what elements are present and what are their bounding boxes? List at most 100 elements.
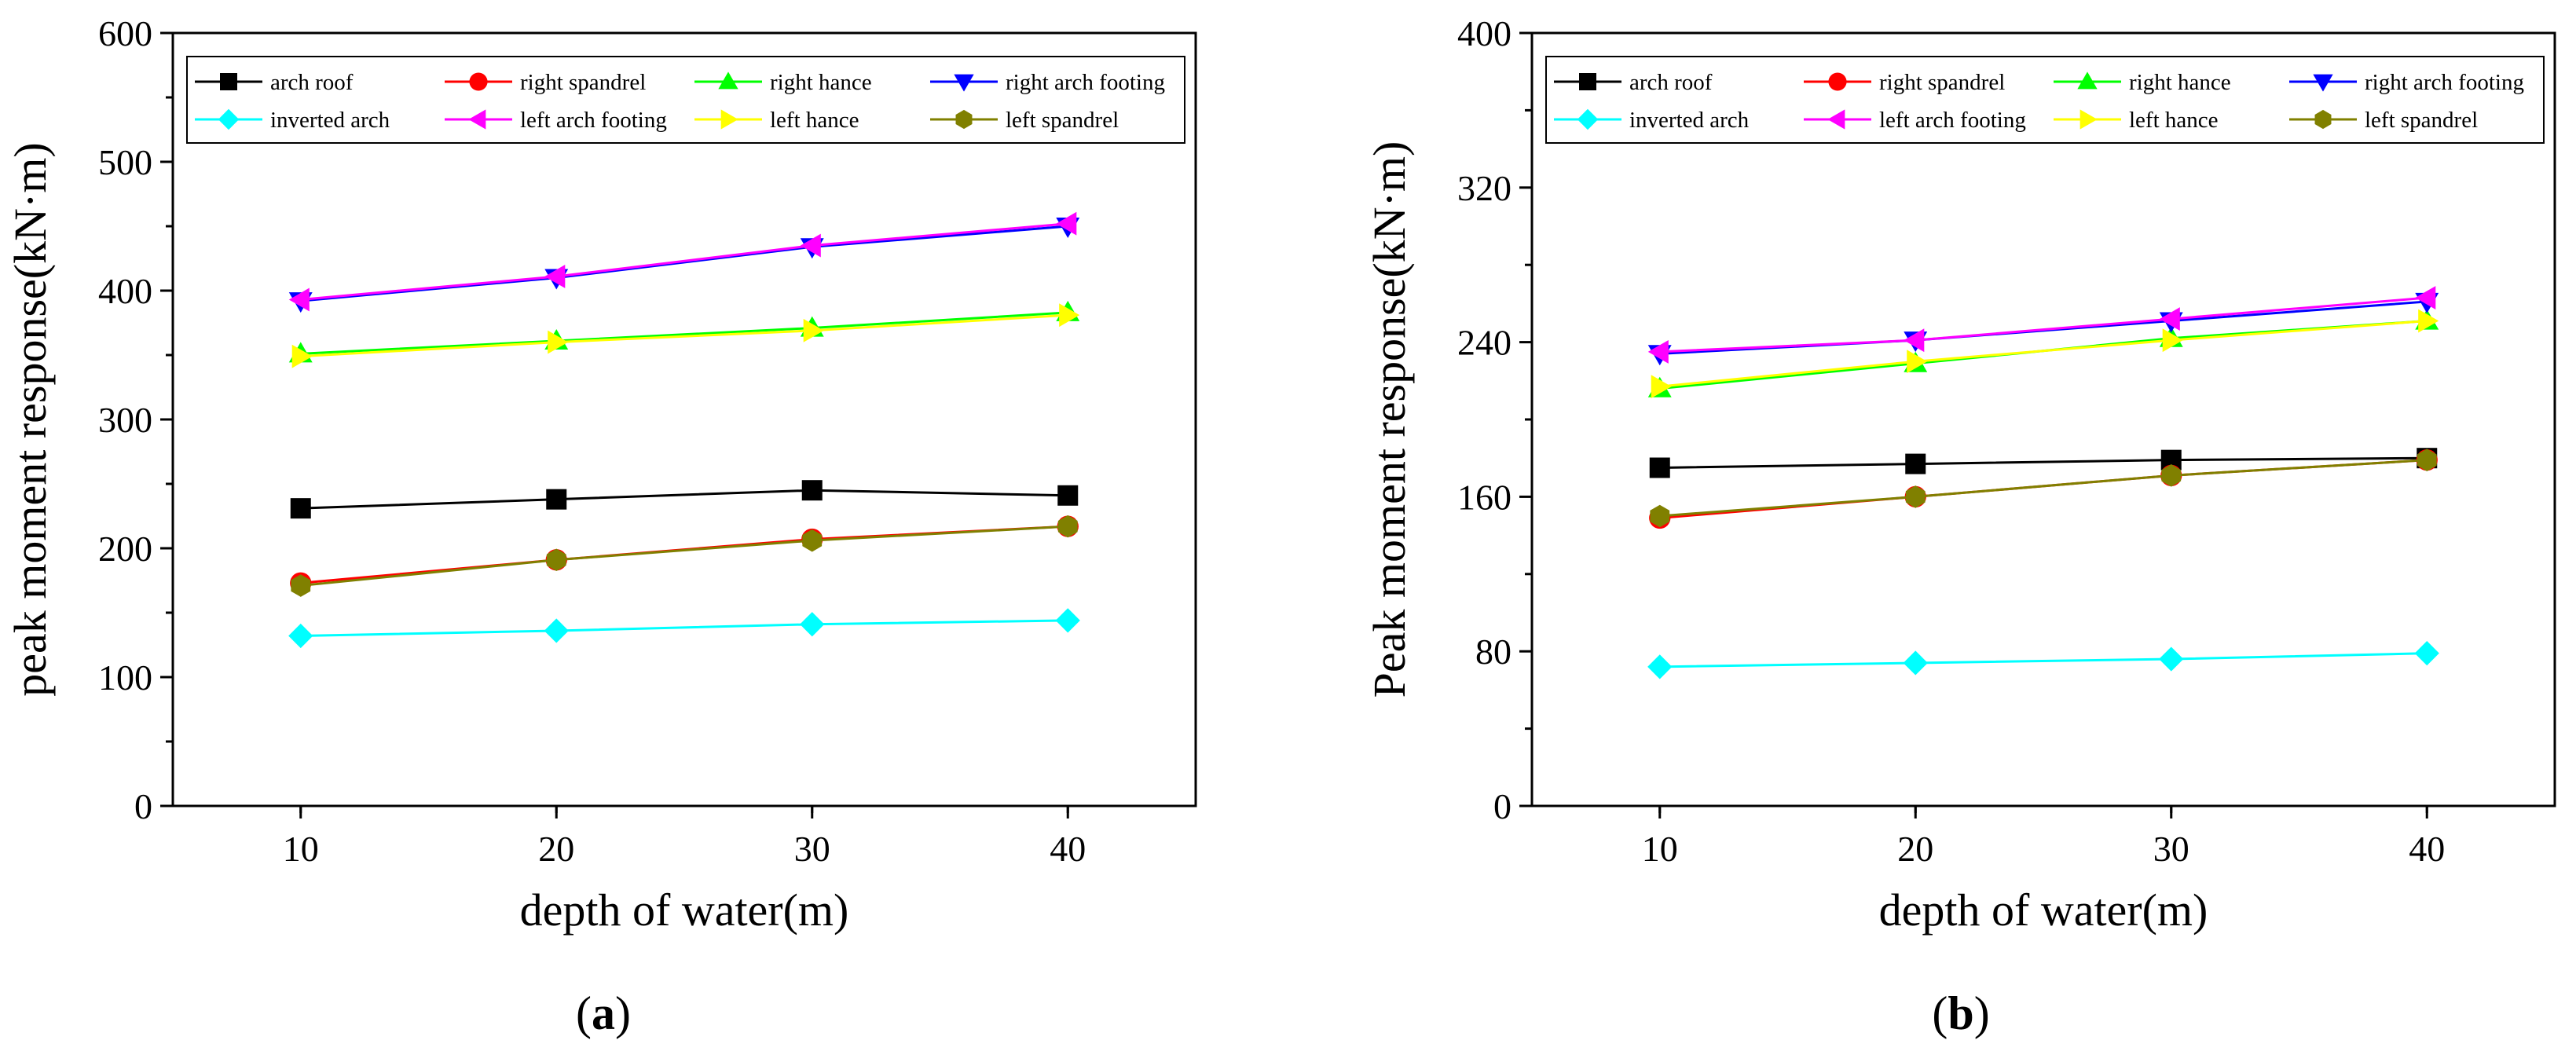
legend-item: arch roof bbox=[1554, 70, 1713, 95]
data-point bbox=[291, 344, 313, 368]
series-left-arch-footing bbox=[288, 211, 1077, 312]
series-line bbox=[300, 222, 1068, 301]
data-point bbox=[1057, 485, 1079, 506]
legend-label: left arch footing bbox=[1879, 108, 2026, 133]
y-axis-title: peak moment response(kN·m) bbox=[5, 142, 56, 696]
data-point bbox=[1647, 654, 1673, 679]
legend-label: right arch footing bbox=[1006, 70, 1165, 95]
legend-item: right hance bbox=[2054, 70, 2231, 95]
legend-label: left arch footing bbox=[520, 108, 667, 133]
y-tick-label: 240 bbox=[1457, 323, 1512, 363]
y-tick-label: 500 bbox=[98, 142, 152, 182]
legend-label: right arch footing bbox=[2365, 70, 2524, 95]
legend-item: left hance bbox=[694, 108, 859, 133]
plot-frame bbox=[171, 31, 1197, 807]
legend-label: right hance bbox=[770, 70, 872, 95]
legend-item: left spandrel bbox=[2289, 108, 2478, 133]
data-point bbox=[1907, 350, 1928, 374]
legend-marker bbox=[718, 71, 738, 90]
series-line bbox=[1659, 652, 2428, 668]
series-inverted-arch bbox=[1647, 641, 2439, 679]
legend-item: right arch footing bbox=[2289, 70, 2524, 95]
data-point bbox=[1903, 650, 1928, 676]
legend-marker bbox=[1828, 72, 1847, 91]
series-left-spandrel bbox=[291, 515, 1078, 597]
legend-item: left spandrel bbox=[930, 108, 1119, 133]
series-left-hance bbox=[1651, 309, 2439, 399]
series-left-spandrel bbox=[1650, 449, 2437, 528]
data-point bbox=[1651, 375, 1672, 399]
legend-label: inverted arch bbox=[1629, 108, 1750, 133]
y-tick-label: 0 bbox=[134, 786, 152, 826]
legend-item: inverted arch bbox=[1554, 108, 1750, 133]
legend-marker bbox=[2079, 109, 2098, 130]
data-point bbox=[546, 489, 567, 510]
panel-label: (b) bbox=[1932, 987, 1989, 1039]
legend-marker bbox=[2314, 109, 2332, 130]
data-point bbox=[1059, 303, 1080, 328]
legend: arch roof right spandrel right hance right … bbox=[186, 56, 1185, 144]
panel-label: (a) bbox=[576, 987, 631, 1039]
data-point bbox=[546, 548, 566, 572]
legend-item: arch roof bbox=[195, 70, 354, 95]
data-point bbox=[1057, 515, 1078, 538]
data-point bbox=[1905, 485, 1926, 508]
x-axis-title: depth of water(m) bbox=[1879, 884, 2208, 936]
data-point bbox=[290, 498, 311, 519]
y-tick-label: 300 bbox=[98, 400, 152, 440]
x-tick-label: 30 bbox=[2153, 829, 2189, 869]
data-point bbox=[2159, 307, 2180, 331]
data-point bbox=[1649, 457, 1670, 478]
plot-frame bbox=[1530, 31, 2556, 807]
legend: arch roof right spandrel right hance right … bbox=[1545, 56, 2545, 144]
x-tick-label: 40 bbox=[1050, 829, 1086, 869]
data-point bbox=[802, 529, 823, 552]
series-left-arch-footing bbox=[1647, 286, 2436, 364]
legend-item: left arch footing bbox=[445, 108, 667, 133]
y-tick-label: 200 bbox=[98, 529, 152, 569]
legend-item: right hance bbox=[694, 70, 872, 95]
y-axis-title: Peak moment response(kN·m) bbox=[1364, 141, 1415, 698]
legend-label: left spandrel bbox=[2365, 108, 2478, 133]
y-tick-label: 320 bbox=[1457, 168, 1512, 208]
series-line bbox=[1659, 459, 2428, 518]
series-right-spandrel bbox=[290, 515, 1079, 594]
data-point bbox=[800, 233, 821, 258]
legend-label: right spandrel bbox=[1879, 70, 2005, 95]
legend-marker bbox=[218, 108, 240, 130]
legend-marker bbox=[468, 109, 486, 130]
series-line bbox=[300, 311, 1068, 355]
data-point bbox=[803, 318, 824, 342]
data-point bbox=[1905, 453, 1926, 474]
panel-letter: b bbox=[1948, 987, 1973, 1039]
legend-item: right arch footing bbox=[930, 70, 1165, 95]
chart-panel-a: 0 100 200 300 400 500 600 10 20 30 40 depth of wate… bbox=[5, 13, 1197, 1039]
series-inverted-arch bbox=[288, 608, 1080, 649]
series-left-hance bbox=[291, 303, 1080, 368]
legend-item: right spandrel bbox=[1804, 70, 2005, 95]
series-arch-roof bbox=[290, 480, 1079, 519]
legend-marker bbox=[720, 109, 738, 130]
y-tick-label: 100 bbox=[98, 657, 152, 698]
legend-marker bbox=[220, 73, 237, 90]
legend-marker bbox=[1579, 73, 1596, 90]
data-point bbox=[288, 623, 313, 649]
data-point bbox=[2162, 328, 2183, 353]
legend-marker bbox=[2077, 71, 2098, 90]
legend-box bbox=[1545, 56, 2545, 144]
data-point bbox=[2161, 464, 2182, 487]
legend-marker bbox=[1577, 108, 1599, 130]
x-tick-label: 20 bbox=[1897, 829, 1933, 869]
legend-label: arch roof bbox=[270, 70, 354, 95]
legend-label: inverted arch bbox=[270, 108, 390, 133]
series-line bbox=[1659, 296, 2428, 353]
series-line bbox=[300, 489, 1068, 510]
series-right-hance bbox=[1647, 309, 2439, 397]
y-tick-label: 600 bbox=[98, 13, 152, 53]
x-axis-title: depth of water(m) bbox=[520, 884, 849, 936]
y-tick-label: 160 bbox=[1457, 477, 1512, 517]
x-tick-label: 40 bbox=[2409, 829, 2445, 869]
legend-item: inverted arch bbox=[195, 108, 390, 133]
legend-marker bbox=[1827, 109, 1845, 130]
data-point bbox=[291, 574, 311, 597]
